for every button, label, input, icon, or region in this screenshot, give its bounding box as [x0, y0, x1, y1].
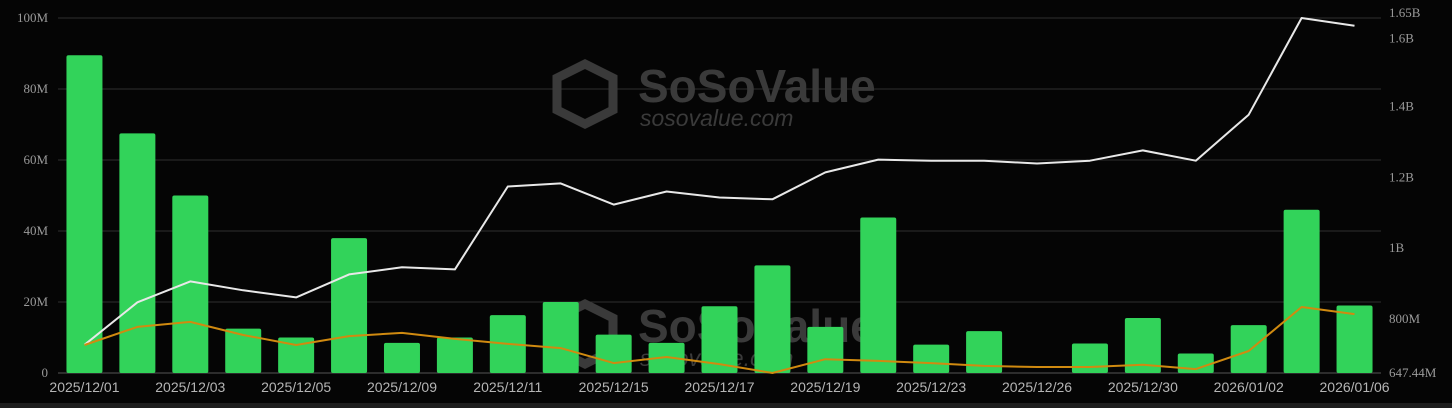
x-tick-label: 2026/01/02 [1214, 379, 1284, 395]
bar [278, 337, 315, 373]
bar [66, 55, 103, 374]
x-tick-label: 2025/12/15 [579, 379, 649, 395]
right-tick-label: 1.65B [1389, 5, 1421, 20]
x-tick-label: 2025/12/23 [896, 379, 966, 395]
bar [542, 302, 579, 373]
grid [58, 17, 1381, 374]
right-tick-label: 1.2B [1389, 169, 1414, 184]
x-tick-label: 2025/12/03 [155, 379, 225, 395]
bar [331, 238, 368, 373]
watermark-url: sosovalue.com [640, 105, 793, 131]
bar [383, 342, 420, 373]
bar [595, 334, 632, 373]
bar [860, 217, 897, 373]
bar [119, 133, 156, 373]
bar [807, 326, 844, 373]
x-tick-label: 2025/12/11 [473, 379, 542, 395]
x-tick-label: 2025/12/17 [684, 379, 754, 395]
bar [1071, 343, 1108, 373]
bar [172, 195, 209, 373]
line-series [83, 17, 1355, 374]
left-tick-label: 60M [23, 152, 48, 167]
bar [754, 265, 791, 373]
x-axis: 2025/12/01 2025/12/03 2025/12/05 2025/12/09… [49, 379, 1389, 395]
left-tick-label: 40M [23, 223, 48, 238]
left-tick-label: 80M [23, 81, 48, 96]
right-tick-label: 1B [1389, 240, 1405, 255]
right-tick-label: 800M [1389, 311, 1421, 326]
bar-series [66, 55, 1373, 374]
bar [1336, 305, 1373, 373]
right-tick-label: 1.4B [1389, 99, 1414, 114]
orange-line [84, 306, 1355, 374]
bar [966, 331, 1003, 373]
right-tick-label: 1.6B [1389, 31, 1414, 46]
bar [701, 306, 738, 373]
right-axis: 647.44M 800M 1B 1.2B 1.4B 1.6B 1.65B [1389, 5, 1437, 380]
watermark-brand: SoSoValue [638, 60, 876, 112]
x-tick-label: 2025/12/05 [261, 379, 331, 395]
right-tick-label: 647.44M [1389, 365, 1437, 380]
left-axis: 0 20M 40M 60M 80M 100M [17, 10, 49, 380]
bar [913, 344, 950, 373]
sosovalue-logo-icon [552, 58, 618, 130]
x-tick-label: 2025/12/09 [367, 379, 437, 395]
x-tick-label: 2025/12/30 [1108, 379, 1178, 395]
x-tick-label: 2025/12/26 [1002, 379, 1072, 395]
x-tick-label: 2026/01/06 [1320, 379, 1390, 395]
bar [1283, 209, 1320, 373]
bottom-scrollbar [0, 403, 1452, 408]
bar [1230, 325, 1267, 373]
white-line [83, 17, 1355, 346]
bar [436, 337, 473, 373]
left-tick-label: 0 [42, 365, 49, 380]
x-tick-label: 2025/12/01 [49, 379, 119, 395]
left-tick-label: 20M [23, 294, 48, 309]
x-tick-label: 2025/12/19 [790, 379, 860, 395]
bar [225, 328, 262, 373]
bar [1124, 317, 1161, 373]
left-tick-label: 100M [17, 10, 49, 25]
